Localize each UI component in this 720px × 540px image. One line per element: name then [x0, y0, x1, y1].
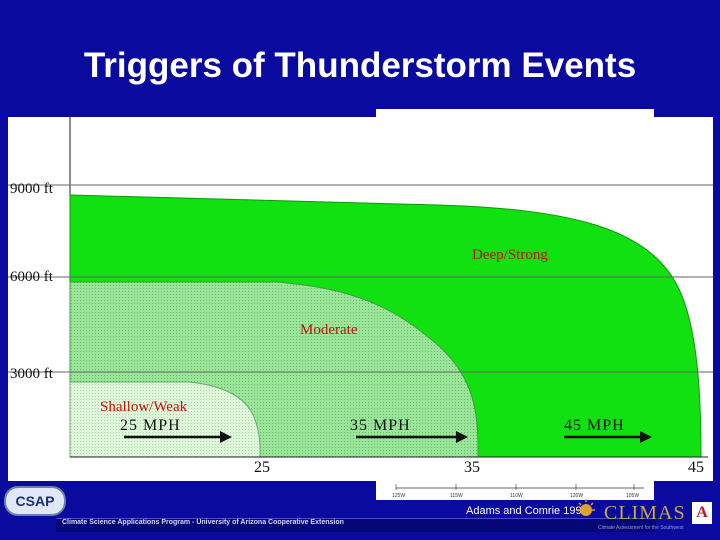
climas-logo: CLIMAS: [604, 502, 686, 524]
map-bottom-strip: 125W 115W 110W 120W 105W: [376, 480, 654, 500]
diagram-panel: 9000 ft 6000 ft 3000 ft 25 35 45 Deep/St…: [8, 117, 713, 481]
speed-label-35: 35 MPH: [350, 417, 411, 434]
label-deep-strong: Deep/Strong: [472, 247, 548, 263]
climas-tagline: Climate Assessment for the Southwest: [598, 525, 684, 531]
x-label-35: 35: [464, 459, 480, 476]
label-shallow-weak: Shallow/Weak: [100, 399, 188, 415]
y-label-6000: 6000 ft: [10, 269, 53, 285]
x-label-25: 25: [254, 459, 270, 476]
citation: Adams and Comrie 1997: [466, 505, 588, 517]
arrow-35-mph: [356, 431, 468, 443]
footer-bar: [56, 518, 656, 532]
footer-text: Climate Science Applications Program - U…: [62, 519, 344, 526]
map-tick-2: 115W: [450, 493, 463, 499]
x-label-45: 45: [688, 459, 704, 476]
y-label-9000: 9000 ft: [10, 181, 53, 197]
y-label-3000: 3000 ft: [10, 366, 53, 382]
thunderstorm-diagram: [8, 117, 713, 458]
map-top-strip: [376, 109, 654, 119]
map-tick-4: 120W: [570, 493, 583, 499]
map-tick-3: 110W: [510, 493, 523, 499]
label-moderate: Moderate: [300, 322, 358, 338]
csap-logo: CSAP: [4, 486, 66, 516]
sun-icon: [577, 499, 595, 516]
map-tick-1: 125W: [392, 493, 405, 499]
slide-title: Triggers of Thunderstorm Events: [83, 46, 637, 85]
speed-label-45: 45 MPH: [564, 417, 625, 434]
ua-logo: A: [692, 502, 712, 524]
arrow-45-mph: [564, 431, 652, 443]
map-scale-graphic: 125W 115W 110W 120W 105W: [392, 484, 644, 499]
speed-label-25: 25 MPH: [120, 417, 181, 434]
map-tick-5: 105W: [626, 493, 639, 499]
arrow-25-mph: [124, 431, 232, 443]
